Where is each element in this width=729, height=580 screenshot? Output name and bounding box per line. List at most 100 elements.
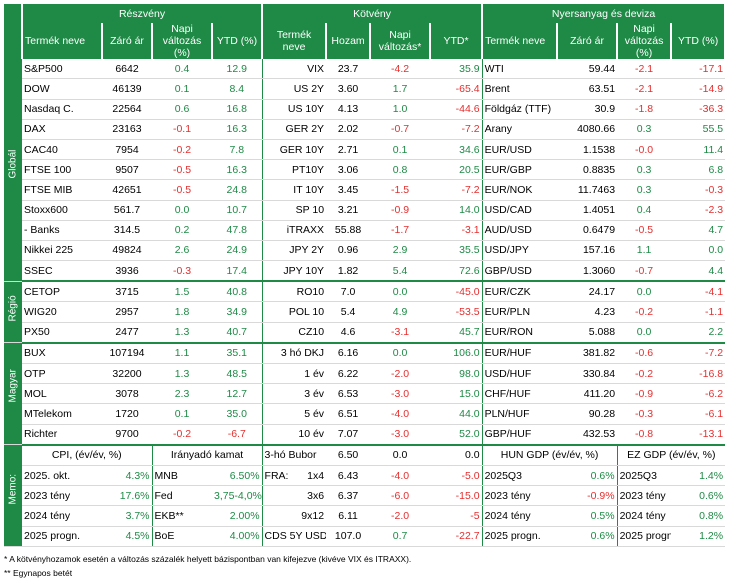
daily-change: -1.7 xyxy=(370,220,431,241)
bond-name: JPY 10Y xyxy=(261,260,327,283)
memo-cpi-period: 2025 progn. xyxy=(22,526,102,547)
instrument-name: - Banks xyxy=(22,220,102,241)
bond-yield: 2.02 xyxy=(326,119,371,140)
instrument-name: FTSE MIB xyxy=(22,179,102,201)
bond-yield: 3.21 xyxy=(326,200,371,221)
memo-ez-value: 0.6% xyxy=(671,485,726,507)
memo-bubor-label: 3-hó Bubor xyxy=(261,444,327,466)
commodity-name: EUR/CZK xyxy=(481,281,558,303)
ytd-change: 24.8 xyxy=(212,179,263,201)
commodity-name: WTI xyxy=(481,59,558,80)
memo-rate-value: 3,75-4,0% xyxy=(212,485,263,507)
ytd-change: -7.2 xyxy=(430,119,483,140)
ytd-change: 34.9 xyxy=(212,301,263,323)
close-price: 90.28 xyxy=(557,403,618,425)
close-price: 9700 xyxy=(102,424,152,446)
table-row: Stoxx600 561.7 0.0 10.7 SP 10 3.21 -0.9 14.0 USD… xyxy=(4,200,726,221)
ytd-change: -4.1 xyxy=(671,281,726,303)
memo-cpi-title: CPI, (év/év, %) xyxy=(22,444,152,466)
col-header: Záró ár xyxy=(102,23,153,60)
memo-rate-name: MNB xyxy=(151,465,212,487)
memo-cpi-period: 2025. okt. xyxy=(22,465,102,487)
memo-header-row: Memo: CPI, (év/év, %) Irányadó kamat 3-hó B… xyxy=(4,444,726,547)
daily-change: -0.5 xyxy=(152,179,212,201)
memo-hun-period: 2024 tény xyxy=(481,505,558,527)
ytd-change: 15.0 xyxy=(430,383,483,405)
ytd-change: 98.0 xyxy=(430,363,483,385)
ytd-change: 11.4 xyxy=(671,139,726,161)
footnote: ** Egynapos betét xyxy=(4,567,73,578)
ytd-change: 45.7 xyxy=(430,322,483,344)
instrument-name: PX50 xyxy=(22,322,102,344)
daily-change: 5.4 xyxy=(370,260,431,283)
daily-change: 0.4 xyxy=(152,59,212,80)
memo-hun-value: -0.9% xyxy=(557,485,618,507)
memo-rate-value: 2.00% xyxy=(212,505,263,527)
close-price: 1.4051 xyxy=(557,200,618,221)
daily-change: -0.3 xyxy=(617,403,672,425)
daily-change: -4.0 xyxy=(370,403,431,425)
close-price: 9507 xyxy=(102,159,152,181)
daily-change: -0.5 xyxy=(617,220,672,241)
commodity-name: EUR/USD xyxy=(481,139,558,161)
commodity-name: CHF/HUF xyxy=(481,383,558,405)
daily-change: -3.0 xyxy=(370,424,431,446)
daily-change: -2.1 xyxy=(617,59,672,80)
daily-change: -0.1 xyxy=(152,119,212,140)
ytd-change: -3.1 xyxy=(430,220,483,241)
daily-change: 1.8 xyxy=(152,301,212,323)
close-price: 32200 xyxy=(102,363,152,385)
close-price: 30.9 xyxy=(557,99,618,120)
daily-change: -3.0 xyxy=(370,383,431,405)
close-price: 4.23 xyxy=(557,301,618,323)
close-price: 46139 xyxy=(102,78,152,100)
daily-change: 1.1 xyxy=(152,342,212,364)
instrument-name: SSEC xyxy=(22,260,102,283)
group-commodities: Nyersanyag és deviza xyxy=(482,4,727,24)
table-body: Globál S&P500 6642 0.4 12.9 VIX 23.7 -4.2 35.9 WT… xyxy=(4,59,726,446)
close-price: 157.16 xyxy=(557,240,618,262)
section-label-text: Magyar xyxy=(7,369,19,403)
commodity-name: USD/CAD xyxy=(481,200,558,221)
ytd-change: 16.8 xyxy=(212,99,263,120)
daily-change: -0.2 xyxy=(617,301,672,323)
col-header: Záró ár xyxy=(557,23,619,60)
bond-name: CZ10 xyxy=(261,322,327,344)
daily-change: -0.9 xyxy=(370,200,431,221)
commodity-name: Földgáz (TTF) xyxy=(481,99,558,120)
ytd-change: -6.7 xyxy=(212,424,263,446)
close-price: 3715 xyxy=(102,281,152,303)
instrument-name: MOL xyxy=(22,383,102,405)
ytd-change: -7.2 xyxy=(430,179,483,201)
close-price: 42651 xyxy=(102,179,152,201)
daily-change: -1.5 xyxy=(370,179,431,201)
commodity-name: EUR/PLN xyxy=(481,301,558,323)
bond-name: GER 10Y xyxy=(261,139,327,161)
daily-change: -0.2 xyxy=(152,139,212,161)
close-price: 1.3060 xyxy=(557,260,618,283)
daily-change: 1.1 xyxy=(617,240,672,262)
daily-change: 1.0 xyxy=(370,99,431,120)
bond-yield: 23.7 xyxy=(326,59,371,80)
instrument-name: WIG20 xyxy=(22,301,102,323)
daily-change: 0.4 xyxy=(617,200,672,221)
section-label: Régió xyxy=(4,281,22,344)
memo-ez-value: 0.8% xyxy=(671,505,726,527)
bond-name: RO10 xyxy=(261,281,327,303)
bond-yield: 0.96 xyxy=(326,240,371,262)
close-price: 2477 xyxy=(102,322,152,344)
memo-ez-period: 2025Q3 xyxy=(616,465,672,487)
ytd-change: 4.7 xyxy=(671,220,726,241)
memo-mid-value: 6.37 xyxy=(326,485,371,507)
commodity-name: EUR/RON xyxy=(481,322,558,344)
memo-row: 2025 progn. 4.5% BoE 4.00% CDS 5Y USD 107.0 0.… xyxy=(4,526,726,547)
instrument-name: CETOP xyxy=(22,281,102,303)
daily-change: 0.0 xyxy=(370,342,431,364)
memo-cpi-value: 4.5% xyxy=(102,526,152,547)
memo-cpi-period: 2024 tény xyxy=(22,505,102,527)
close-price: 3936 xyxy=(102,260,152,283)
ytd-change: -14.9 xyxy=(671,78,726,100)
ytd-change: 17.4 xyxy=(212,260,263,283)
footnote: * A kötvényhozamok esetén a változás szá… xyxy=(4,553,412,564)
bond-yield: 5.4 xyxy=(326,301,371,323)
